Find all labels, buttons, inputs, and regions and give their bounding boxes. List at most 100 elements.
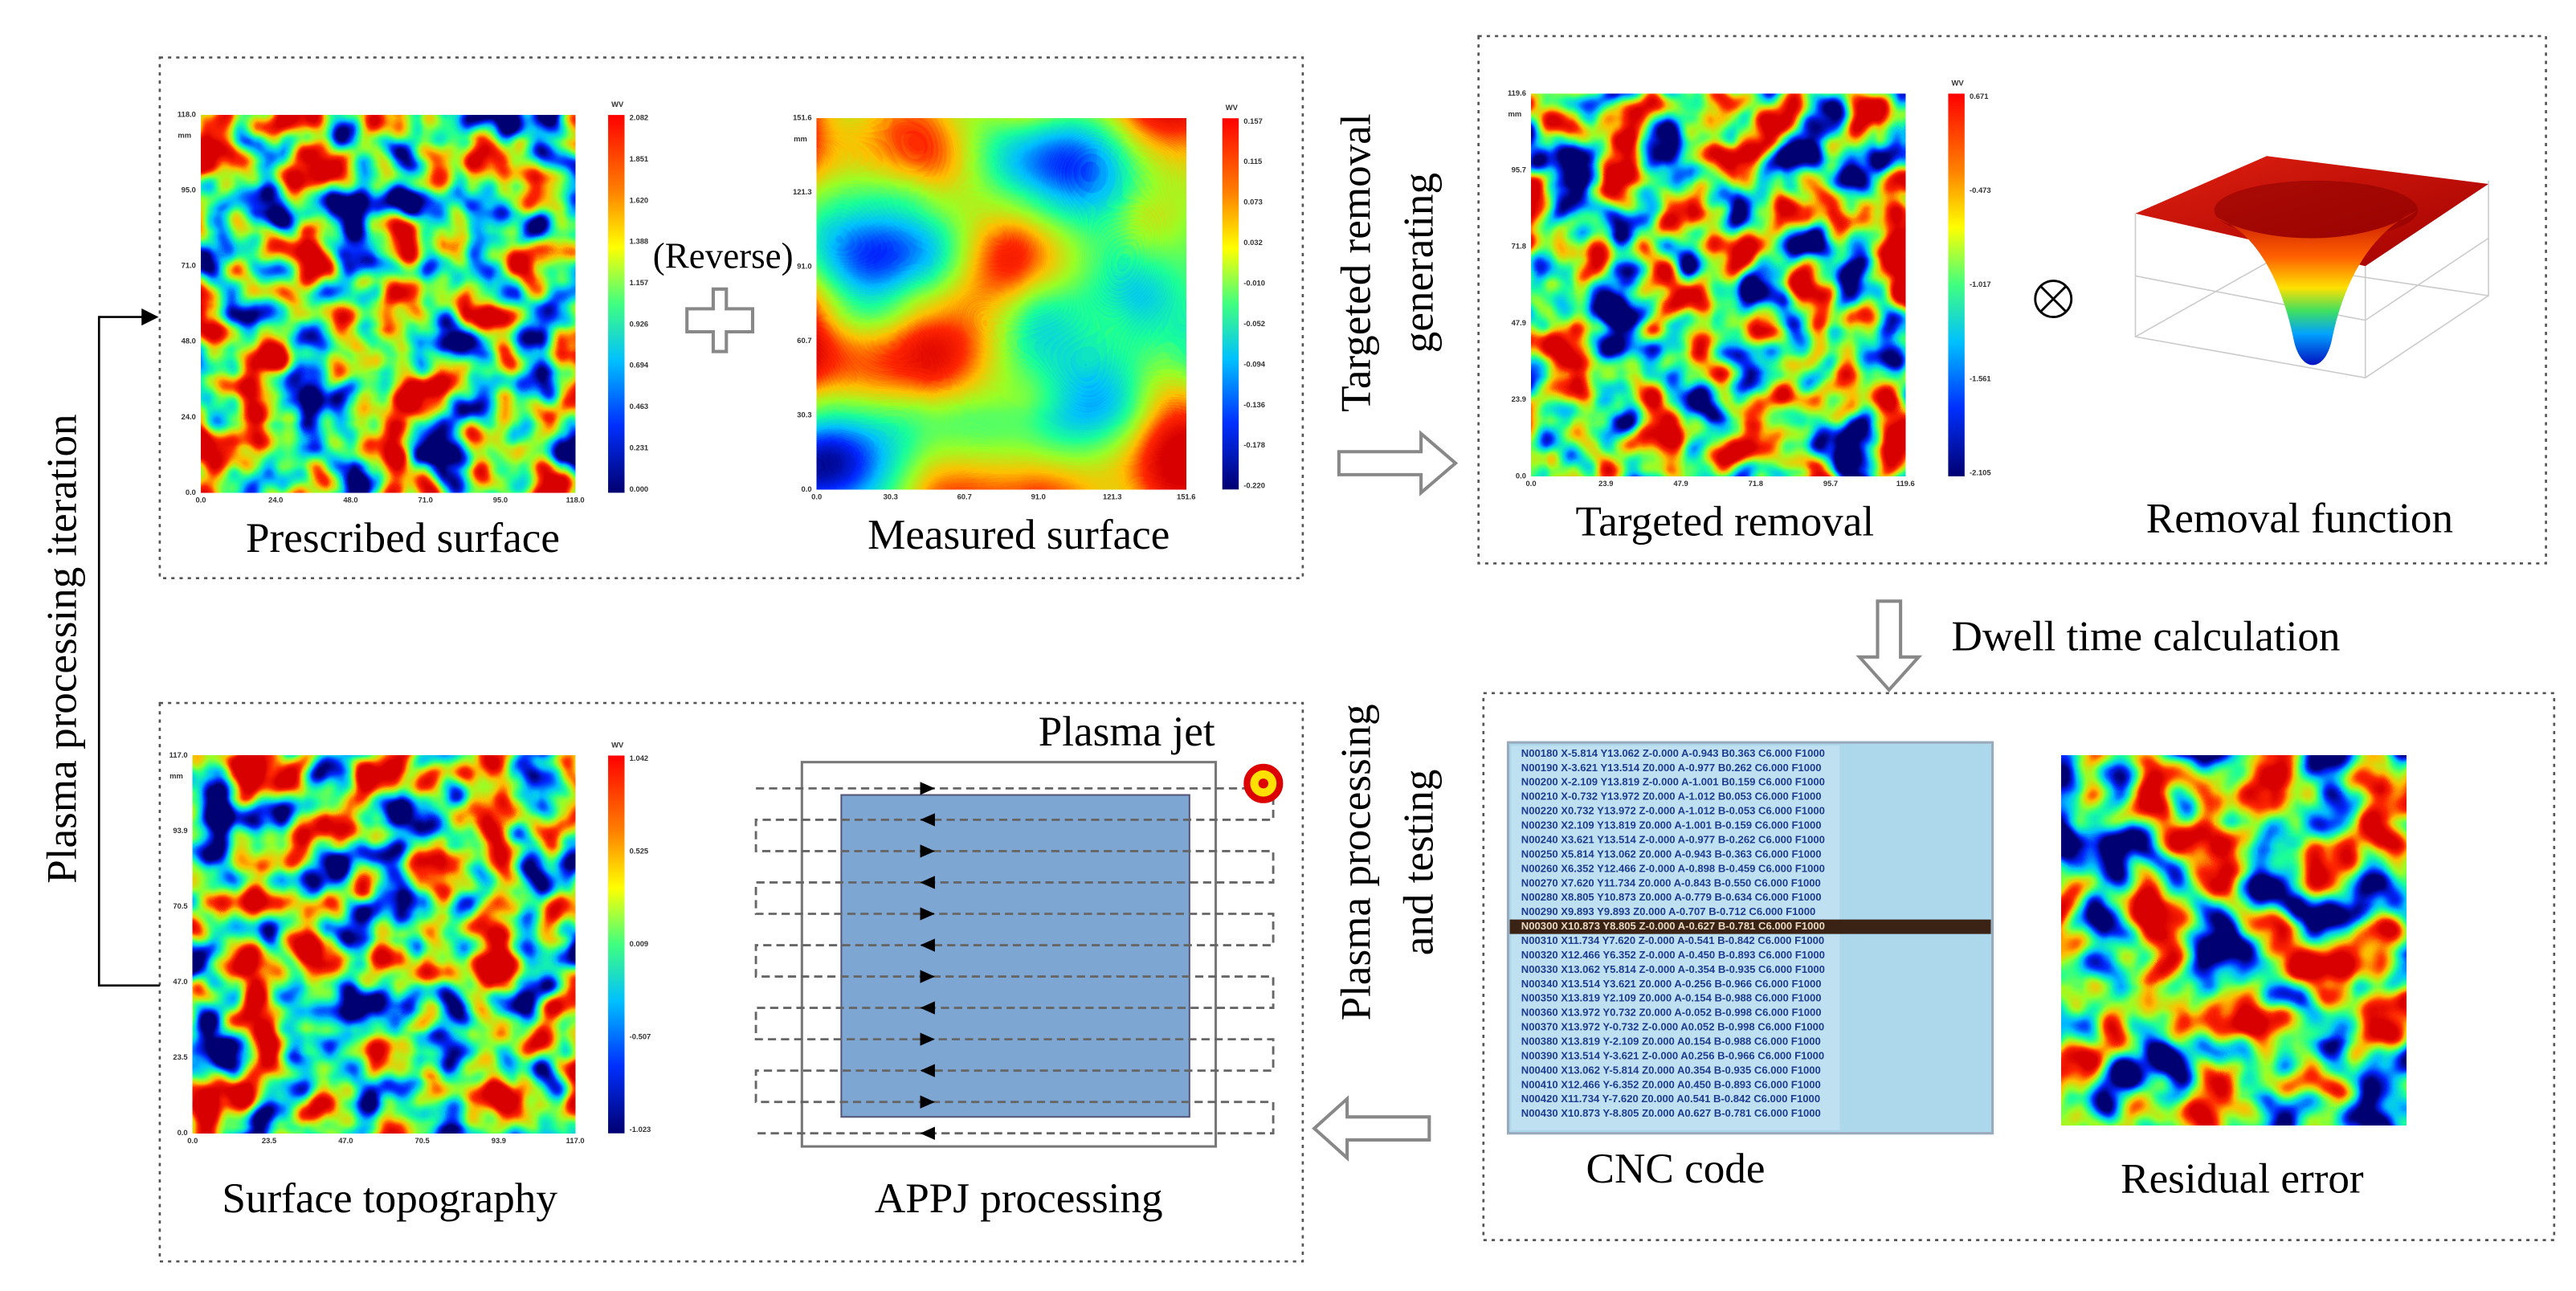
y-tick: 117.0 xyxy=(169,750,188,759)
cnc-line: N00340 X13.514 Y3.621 Z0.000 A-0.256 B-0… xyxy=(1521,978,1822,990)
colorbar-tick: -0.507 xyxy=(630,1032,651,1041)
y-tick: 23.9 xyxy=(1512,394,1526,403)
group-boxes xyxy=(158,35,2556,1263)
y-tick: 60.7 xyxy=(797,336,811,345)
removal-function-plot xyxy=(2134,156,2489,379)
convolution-symbol xyxy=(2034,280,2073,319)
colorbar-tick: -0.178 xyxy=(1243,440,1265,449)
colorbar-tick: 0.926 xyxy=(630,319,649,328)
colorbar xyxy=(608,115,625,493)
x-tick: 119.6 xyxy=(1896,479,1915,488)
colorbar-tick: 1.157 xyxy=(630,278,649,287)
box xyxy=(158,56,1304,580)
colorbar-tick: 0.000 xyxy=(630,484,649,493)
colorbar-tick: -0.010 xyxy=(1243,279,1265,288)
colorbar-tick: 0.671 xyxy=(1970,92,1989,100)
box xyxy=(1482,692,2556,1241)
scan-arrow xyxy=(920,813,935,827)
y-tick: 118.0 xyxy=(178,110,196,119)
step-label: and testing xyxy=(1395,770,1442,956)
colorbar-tick: -0.220 xyxy=(1243,481,1265,490)
y-tick: 71.0 xyxy=(182,261,196,270)
x-tick: 91.0 xyxy=(1031,492,1046,501)
colorbar-unit: WV xyxy=(1951,78,1964,87)
y-tick: 119.6 xyxy=(1508,88,1526,97)
x-tick: 117.0 xyxy=(566,1136,585,1145)
colorbar xyxy=(608,755,625,1134)
colorbar-tick: -2.105 xyxy=(1970,468,1991,476)
y-tick: 0.0 xyxy=(186,488,196,496)
cnc-line: N00430 X10.873 Y-8.805 Z0.000 A0.627 B-0… xyxy=(1521,1107,1821,1119)
colorbar-tick: 1.042 xyxy=(630,754,649,762)
colorbar xyxy=(1222,118,1239,490)
right-arrow xyxy=(1337,430,1459,496)
colorbar-tick: -1.023 xyxy=(630,1125,651,1134)
x-tick: 71.8 xyxy=(1749,479,1763,488)
x-tick: 47.9 xyxy=(1673,479,1688,488)
colorbar-tick: 0.157 xyxy=(1243,116,1263,125)
axis-unit: mm xyxy=(794,134,807,143)
plus-sign xyxy=(685,287,755,353)
cnc-line: N00410 X12.466 Y-6.352 Z0.000 A0.450 B-0… xyxy=(1521,1078,1821,1090)
colorbar-tick: 0.525 xyxy=(630,847,649,856)
y-tick: 47.0 xyxy=(173,977,187,986)
y-tick: 47.9 xyxy=(1512,318,1526,327)
x-tick: 30.3 xyxy=(884,492,898,501)
scan-arrow xyxy=(920,844,935,858)
cnc-line: N00420 X11.734 Y-7.620 Z0.000 A0.541 B-0… xyxy=(1521,1093,1820,1105)
cnc-line: N00220 X0.732 Y13.972 Z-0.000 A-1.012 B-… xyxy=(1521,805,1825,817)
y-tick: 71.8 xyxy=(1512,242,1526,251)
colorbar-tick: 0.073 xyxy=(1243,198,1263,206)
residual-label: Residual error xyxy=(2121,1155,2364,1202)
y-tick: 151.6 xyxy=(793,113,811,122)
step-label: Plasma processing xyxy=(1333,704,1380,1020)
colorbar-unit: WV xyxy=(611,740,624,749)
cnc-line: N00280 X8.805 Y10.873 Z0.000 A-0.779 B-0… xyxy=(1521,891,1822,903)
cnc-line: N00320 X12.466 Y6.352 Z-0.000 A-0.450 B-… xyxy=(1521,949,1825,961)
removal-function-label: Removal function xyxy=(2146,495,2453,541)
cnc-line: N00260 X6.352 Y12.466 Z-0.000 A-0.898 B-… xyxy=(1521,862,1825,874)
reverse-label: (Reverse) xyxy=(653,235,794,276)
cnc-line: N00250 X5.814 Y13.062 Z0.000 A-0.943 B-0… xyxy=(1521,848,1822,860)
appj-scan xyxy=(754,761,1284,1148)
cnc-line: N00360 X13.972 Y0.732 Z0.000 A-0.052 B-0… xyxy=(1521,1007,1822,1019)
iteration-arrow xyxy=(97,308,160,987)
scan-arrow xyxy=(920,970,935,983)
surface-map xyxy=(815,117,1187,491)
y-tick: 48.0 xyxy=(182,337,196,345)
x-tick: 48.0 xyxy=(343,496,357,505)
down-arrow xyxy=(1855,599,1923,692)
scan-arrow xyxy=(920,1126,935,1140)
cnc-line: N00300 X10.873 Y8.805 Z-0.000 A-0.627 B-… xyxy=(1521,920,1825,932)
cnc-line: N00190 X-3.621 Y13.514 Z0.000 A-0.977 B0… xyxy=(1521,762,1822,774)
y-tick: 121.3 xyxy=(793,187,811,196)
map-label: Prescribed surface xyxy=(246,515,560,562)
colorbar-tick: 0.694 xyxy=(630,361,649,370)
cnc-line: N00240 X3.621 Y13.514 Z-0.000 A-0.977 B-… xyxy=(1521,833,1825,845)
x-tick: 95.0 xyxy=(493,496,508,505)
colorbar-tick: 0.032 xyxy=(1243,238,1263,247)
y-tick: 30.3 xyxy=(797,410,811,419)
cnc-highlight xyxy=(1509,919,1991,934)
colorbar-tick: 0.009 xyxy=(630,939,649,948)
y-tick: 24.0 xyxy=(182,412,196,421)
axis-unit: mm xyxy=(169,771,183,780)
residual-map xyxy=(2061,755,2407,1126)
appj-label: APPJ processing xyxy=(875,1175,1163,1222)
colorbar-unit: WV xyxy=(611,100,624,108)
y-tick: 0.0 xyxy=(802,484,812,493)
x-tick: 23.5 xyxy=(262,1136,276,1145)
cnc-line: N00390 X13.514 Y-3.621 Z-0.000 A0.256 B-… xyxy=(1521,1049,1824,1061)
scan-path xyxy=(754,786,1275,1135)
colorbar-unit: WV xyxy=(1226,103,1239,112)
colorbar-tick: 2.082 xyxy=(630,113,649,122)
y-tick: 91.0 xyxy=(797,262,811,271)
map-label: Surface topography xyxy=(222,1175,557,1222)
colorbar-tick: -0.473 xyxy=(1970,186,1991,194)
colorbar-tick: -1.561 xyxy=(1970,374,1991,382)
cnc-line: N00370 X13.972 Y-0.732 Z-0.000 A0.052 B-… xyxy=(1521,1021,1824,1033)
y-tick: 95.7 xyxy=(1512,165,1526,174)
scan-arrow xyxy=(920,876,935,889)
colorbar-tick: 1.388 xyxy=(630,237,649,246)
cnc-line: N00230 X2.109 Y13.819 Z0.000 A-1.001 B-0… xyxy=(1521,819,1822,831)
